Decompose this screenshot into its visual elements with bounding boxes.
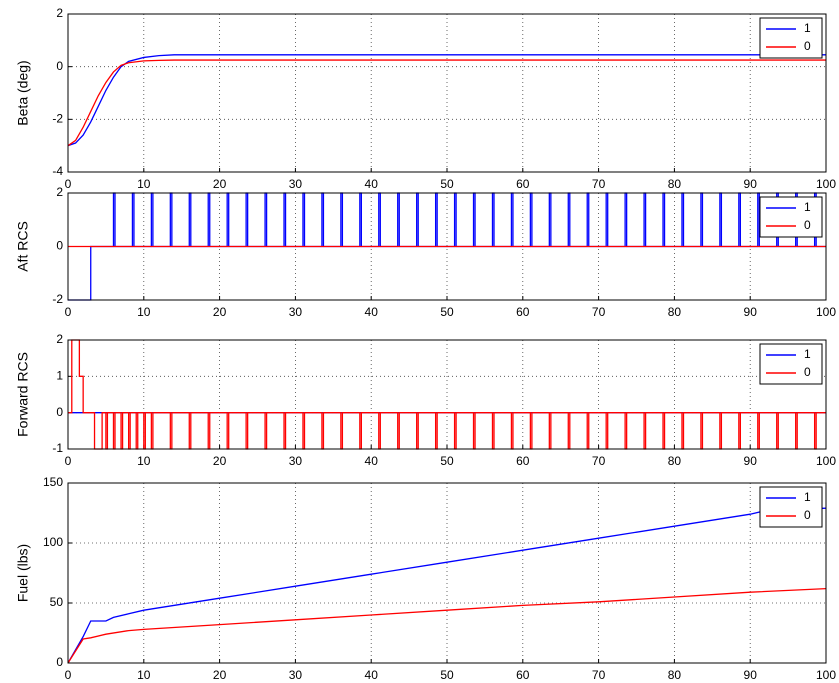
- x-tick-label: 0: [65, 668, 72, 682]
- x-tick-label: 0: [65, 177, 72, 191]
- x-tick-label: 90: [744, 177, 758, 191]
- y-tick-label: 0: [56, 239, 63, 253]
- legend-label: 0: [804, 508, 811, 522]
- legend-label: 1: [804, 490, 811, 504]
- plot-area: [68, 14, 826, 172]
- legend-label: 1: [804, 200, 811, 214]
- plot-area: [68, 483, 826, 663]
- legend-label: 1: [804, 347, 811, 361]
- series-line: [68, 192, 826, 301]
- axes-frame: [67, 13, 827, 173]
- series-line: [67, 59, 826, 147]
- y-tick-label: 0: [56, 655, 63, 669]
- x-tick-label: 80: [668, 454, 682, 468]
- x-tick-label: 20: [213, 668, 227, 682]
- legend-label: 0: [804, 39, 811, 53]
- legend-box: [759, 17, 823, 59]
- axes-frame: [67, 192, 827, 301]
- legend-box: [759, 486, 823, 528]
- y-axis-label: Beta (deg): [15, 60, 31, 125]
- x-tick-label: 100: [816, 305, 836, 319]
- x-tick-label: 80: [668, 305, 682, 319]
- x-tick-label: 0: [65, 454, 72, 468]
- axes-frame: [67, 482, 827, 664]
- legend: 10: [759, 343, 823, 385]
- y-tick-label: 50: [50, 595, 64, 609]
- y-tick-label: 2: [56, 185, 63, 199]
- x-tick-label: 50: [440, 305, 454, 319]
- x-tick-label: 80: [668, 177, 682, 191]
- y-axis-label: Aft RCS: [15, 221, 31, 272]
- x-tick-label: 60: [516, 177, 530, 191]
- x-tick-label: 50: [440, 177, 454, 191]
- plot-area: [68, 340, 826, 449]
- x-tick-label: 10: [137, 305, 151, 319]
- series-line: [68, 339, 826, 450]
- y-tick-label: 150: [43, 475, 63, 489]
- y-tick-label: 2: [56, 6, 63, 20]
- y-tick-label: -2: [52, 292, 63, 306]
- series-line: [67, 507, 827, 664]
- x-tick-label: 40: [365, 305, 379, 319]
- x-tick-label: 10: [137, 668, 151, 682]
- legend: 10: [759, 196, 823, 238]
- axes-frame: [67, 339, 827, 450]
- x-tick-label: 70: [592, 668, 606, 682]
- legend-label: 1: [804, 21, 811, 35]
- y-tick-label: 0: [56, 59, 63, 73]
- legend-label: 0: [804, 365, 811, 379]
- x-tick-label: 30: [289, 668, 303, 682]
- x-tick-label: 90: [744, 668, 758, 682]
- x-tick-label: 100: [816, 454, 836, 468]
- x-tick-label: 100: [816, 177, 836, 191]
- legend-box: [759, 196, 823, 238]
- x-tick-label: 40: [365, 177, 379, 191]
- x-tick-label: 30: [289, 177, 303, 191]
- x-tick-label: 80: [668, 668, 682, 682]
- x-tick-label: 50: [440, 668, 454, 682]
- x-tick-label: 30: [289, 305, 303, 319]
- x-tick-label: 10: [137, 177, 151, 191]
- x-tick-label: 70: [592, 305, 606, 319]
- series-line: [67, 587, 827, 664]
- x-tick-label: 40: [365, 454, 379, 468]
- y-tick-label: 100: [43, 535, 63, 549]
- x-tick-label: 10: [137, 454, 151, 468]
- series-line: [67, 54, 826, 147]
- x-tick-label: 60: [516, 454, 530, 468]
- y-axis-label: Fuel (lbs): [15, 544, 31, 602]
- x-tick-label: 60: [516, 305, 530, 319]
- x-tick-label: 90: [744, 454, 758, 468]
- y-tick-label: -2: [52, 112, 63, 126]
- legend: 10: [759, 17, 823, 59]
- x-tick-label: 20: [213, 305, 227, 319]
- y-tick-label: 1: [56, 369, 63, 383]
- legend-box: [759, 343, 823, 385]
- x-tick-label: 50: [440, 454, 454, 468]
- legend-label: 0: [804, 218, 811, 232]
- y-tick-label: 0: [56, 405, 63, 419]
- x-tick-label: 90: [744, 305, 758, 319]
- y-tick-label: 2: [56, 332, 63, 346]
- x-tick-label: 70: [592, 454, 606, 468]
- y-axis-label: Forward RCS: [15, 352, 31, 437]
- legend: 10: [759, 486, 823, 528]
- x-tick-label: 100: [816, 668, 836, 682]
- x-tick-label: 30: [289, 454, 303, 468]
- y-tick-label: -1: [52, 441, 63, 455]
- x-tick-label: 20: [213, 454, 227, 468]
- x-tick-label: 60: [516, 668, 530, 682]
- y-tick-label: -4: [52, 164, 63, 178]
- x-tick-label: 20: [213, 177, 227, 191]
- x-tick-label: 70: [592, 177, 606, 191]
- x-tick-label: 0: [65, 305, 72, 319]
- x-tick-label: 40: [365, 668, 379, 682]
